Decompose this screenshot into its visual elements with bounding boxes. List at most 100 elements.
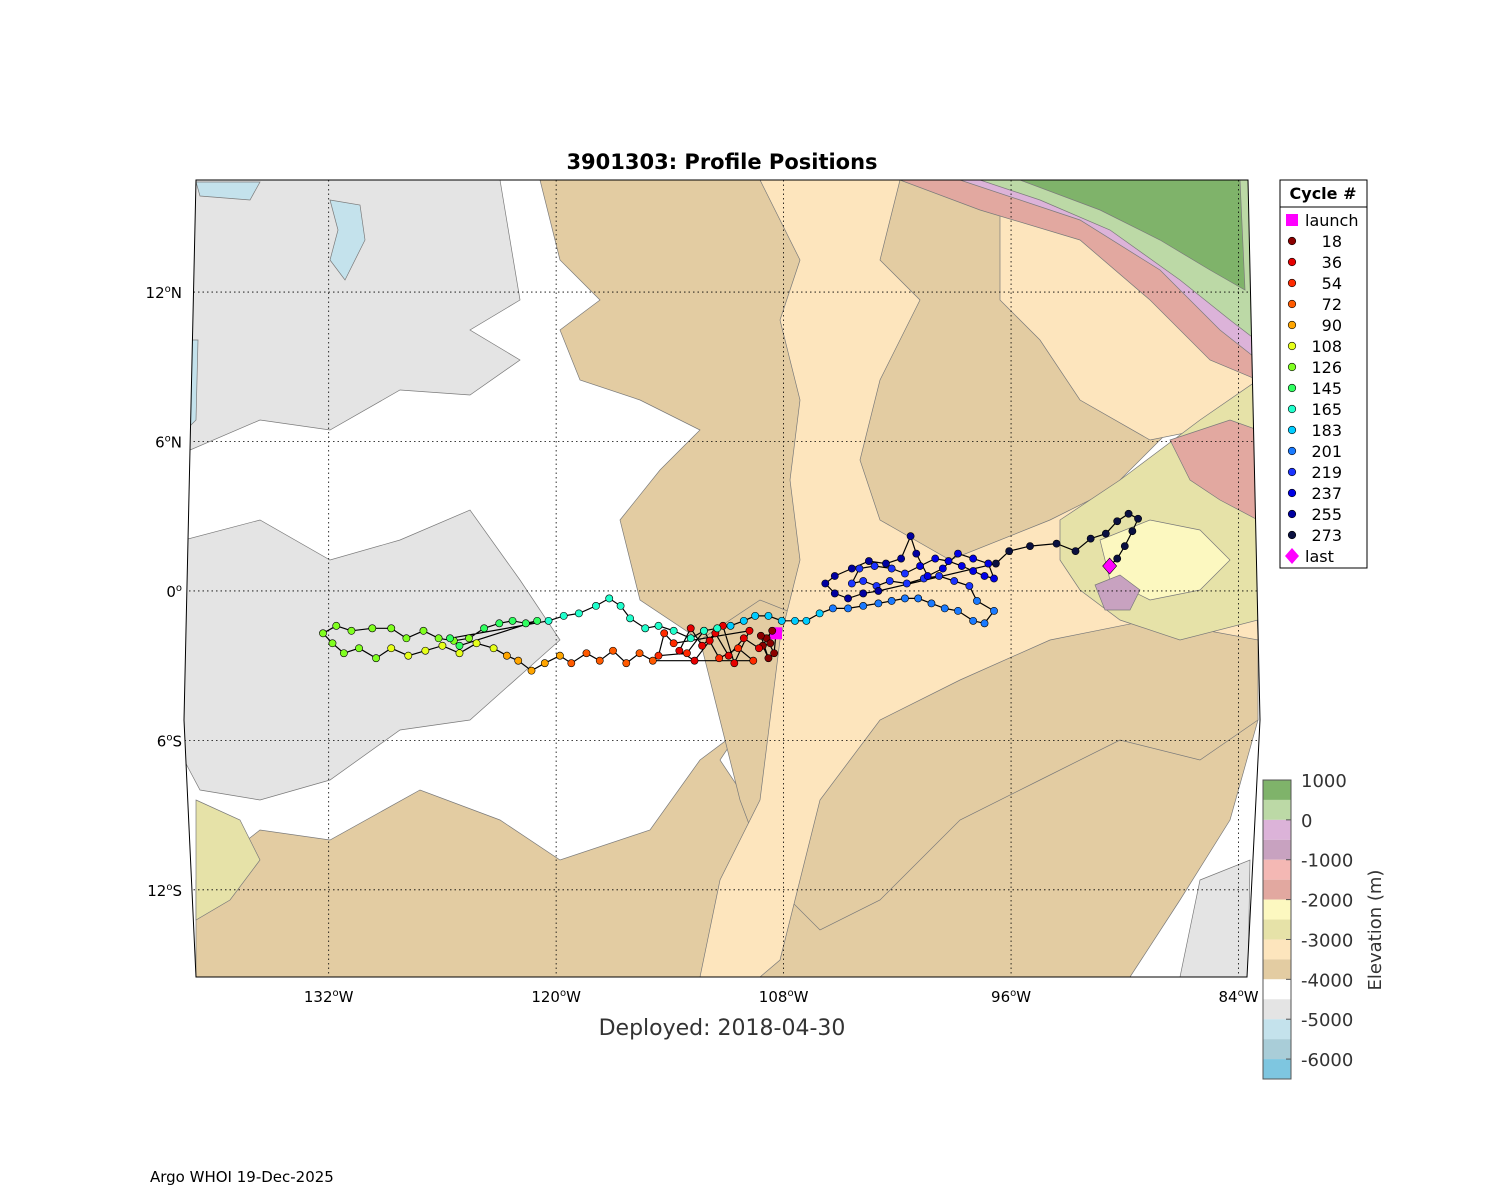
profile-point bbox=[991, 559, 1000, 568]
profile-point bbox=[954, 606, 962, 615]
legend-marker bbox=[1287, 299, 1297, 309]
profile-point bbox=[616, 601, 625, 610]
legend-marker bbox=[1287, 530, 1297, 540]
legend-label: 183 bbox=[1311, 421, 1342, 440]
profile-point bbox=[715, 654, 724, 663]
profile-point bbox=[965, 582, 974, 590]
colorbar-tick-label: 1000 bbox=[1301, 771, 1347, 792]
legend-box bbox=[1279, 179, 1368, 569]
profile-point bbox=[1113, 554, 1122, 563]
last-position-marker bbox=[1102, 557, 1118, 575]
profile-point bbox=[669, 639, 678, 648]
cycle-legend: Cycle # launch 18 36 54 72 90 108 126 145 165 183 2… bbox=[1279, 179, 1368, 569]
lon-tick-label: 132oW bbox=[304, 988, 354, 1006]
profile-point bbox=[768, 626, 777, 635]
profile-point bbox=[901, 594, 909, 603]
colorbar-frame bbox=[1262, 779, 1292, 1080]
profile-point bbox=[328, 639, 337, 648]
deep-basin-west bbox=[184, 509, 561, 801]
profile-point bbox=[595, 656, 604, 665]
profile-point bbox=[734, 644, 743, 653]
deep-trench-west bbox=[329, 199, 366, 281]
legend-label: 54 bbox=[1322, 274, 1342, 293]
lat-tick-label: 12oN bbox=[146, 284, 182, 302]
legend-label: 273 bbox=[1311, 526, 1342, 545]
profile-point bbox=[847, 579, 856, 588]
profile-point bbox=[372, 654, 380, 663]
lon-tick-label: 84oW bbox=[1218, 988, 1258, 1006]
profile-point bbox=[726, 621, 735, 630]
profile-point bbox=[556, 651, 564, 660]
profile-point bbox=[815, 609, 824, 618]
profile-point bbox=[887, 564, 896, 573]
lon-tick-label: 96oW bbox=[991, 988, 1031, 1006]
colorbar-tick-label: -1000 bbox=[1301, 851, 1353, 872]
profile-point bbox=[559, 611, 568, 620]
profile-point bbox=[1086, 534, 1095, 543]
colorbar-band bbox=[1263, 819, 1291, 840]
legend-marker bbox=[1287, 383, 1297, 393]
profile-point bbox=[730, 659, 739, 668]
profile-point bbox=[368, 624, 377, 633]
profile-point bbox=[540, 659, 549, 668]
profile-point bbox=[1120, 542, 1129, 551]
profile-point bbox=[980, 619, 989, 628]
profile-point bbox=[766, 639, 775, 648]
map-border bbox=[183, 179, 1261, 978]
legend-marker bbox=[1287, 362, 1297, 372]
map-title: 3901303: Profile Positions bbox=[566, 150, 877, 174]
profile-point bbox=[480, 624, 489, 633]
profile-point bbox=[544, 616, 553, 625]
legend-label: 255 bbox=[1311, 505, 1342, 524]
profile-point bbox=[906, 532, 915, 541]
profile-point bbox=[755, 644, 763, 653]
profile-point bbox=[912, 549, 921, 558]
profile-point bbox=[472, 639, 481, 648]
profile-point bbox=[319, 629, 327, 638]
profile-point bbox=[938, 564, 947, 573]
profile-point bbox=[690, 656, 699, 665]
lat-tick-label: 6oN bbox=[155, 434, 182, 452]
profile-point bbox=[969, 567, 978, 575]
lat-tick-label: 6oS bbox=[157, 732, 182, 750]
lon-tick-label: 120oW bbox=[531, 988, 581, 1006]
legend-label: 90 bbox=[1322, 316, 1342, 335]
profile-point bbox=[654, 621, 663, 630]
legend-label: 145 bbox=[1311, 379, 1342, 398]
profile-point bbox=[700, 626, 708, 635]
profile-point bbox=[347, 626, 356, 635]
footer-credit: Argo WHOI 19-Dec-2025 bbox=[150, 1168, 334, 1186]
profile-point bbox=[902, 579, 911, 588]
profile-point bbox=[1124, 509, 1133, 518]
profile-point bbox=[874, 587, 883, 595]
legend-marker bbox=[1287, 509, 1297, 519]
lat-tick-label: 12oS bbox=[147, 882, 182, 900]
profile-point bbox=[419, 626, 428, 635]
highland-northeast bbox=[1019, 180, 1246, 291]
legend-marker bbox=[1287, 236, 1297, 246]
colorbar-tick-label: 0 bbox=[1301, 811, 1312, 832]
colorbar-band bbox=[1263, 919, 1291, 940]
profile-point bbox=[969, 554, 978, 563]
profile-point bbox=[764, 611, 773, 620]
profile-point bbox=[635, 649, 644, 658]
legend-marker bbox=[1287, 446, 1297, 456]
profile-point bbox=[1026, 542, 1034, 551]
colorbar-band bbox=[1263, 839, 1291, 860]
profile-point bbox=[931, 554, 940, 563]
profile-point bbox=[592, 601, 600, 610]
profile-point bbox=[465, 634, 473, 643]
profile-point bbox=[609, 646, 617, 655]
legend-marker bbox=[1287, 425, 1297, 435]
profile-point bbox=[828, 604, 837, 613]
legend-marker bbox=[1287, 257, 1297, 267]
profile-point bbox=[438, 641, 447, 650]
profile-point bbox=[821, 579, 830, 588]
legend-marker bbox=[1287, 341, 1297, 351]
profile-point bbox=[567, 659, 576, 668]
colorbar-tick-label: -6000 bbox=[1301, 1050, 1353, 1071]
colorbar-band bbox=[1263, 959, 1291, 980]
legend-label: 201 bbox=[1311, 442, 1342, 461]
profile-point bbox=[489, 644, 498, 653]
colorbar-band bbox=[1263, 799, 1291, 820]
